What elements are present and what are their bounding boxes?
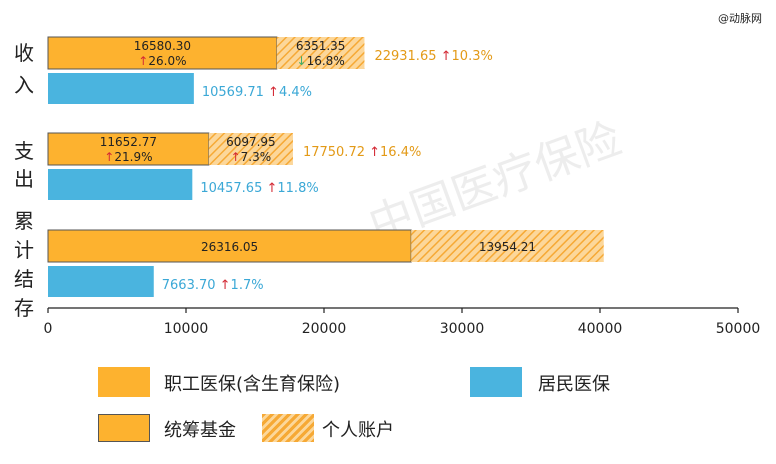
data-label-resident: 10569.71 ↑4.4% — [202, 85, 312, 100]
growth-label-personal: ↓16.8% — [297, 54, 345, 68]
legend-swatch-personal — [262, 414, 314, 442]
category-label-char: 存 — [14, 296, 34, 320]
category-label-char: 出 — [14, 167, 34, 191]
category-label-char: 累 — [14, 209, 34, 233]
category-label-char: 支 — [14, 139, 34, 163]
data-label-personal: 13954.21 — [479, 240, 536, 254]
category-label-char: 入 — [14, 73, 34, 97]
bars-layer: 16580.30↑26.0% 6351.35↓16.8% 22931.65 ↑10.… — [47, 36, 604, 297]
data-label-resident: 10457.65 ↑11.8% — [200, 181, 318, 196]
legend-swatch-employee — [98, 367, 150, 397]
bar-personal-account — [208, 133, 293, 165]
legend-label-employee: 职工医保(含生育保险) — [164, 374, 341, 395]
bar-resident — [48, 73, 194, 104]
data-label-pooled: 16580.30 — [134, 39, 191, 53]
x-tick-label: 30000 — [440, 321, 485, 337]
legend-swatch-pooled — [98, 414, 150, 442]
bar-pooled-fund — [47, 229, 412, 263]
source-mark: @动脉网 — [718, 12, 762, 25]
bar-pooled-fund — [47, 36, 278, 70]
data-label-pooled: 26316.05 — [201, 240, 258, 254]
x-axis: 0 10000 20000 30000 40000 50000 — [44, 307, 761, 337]
bar-personal-account — [276, 37, 365, 69]
legend-label-pooled: 统筹基金 — [164, 420, 236, 441]
data-label-employee-total: 22931.65 ↑10.3% — [374, 49, 492, 64]
legend-swatch-resident — [470, 367, 522, 397]
data-label-resident: 7663.70 ↑1.7% — [162, 278, 264, 293]
x-tick-label: 50000 — [716, 321, 761, 337]
data-label-pooled: 11652.77 — [100, 135, 157, 149]
bar-personal-account — [411, 230, 604, 262]
x-tick-label: 10000 — [164, 321, 209, 337]
x-tick-label: 0 — [44, 321, 53, 337]
bar-pooled-fund — [47, 132, 210, 166]
x-tick-label: 40000 — [578, 321, 623, 337]
bar-resident — [48, 169, 193, 200]
growth-label-pooled: ↑26.0% — [138, 54, 186, 68]
growth-label-pooled: ↑21.9% — [104, 150, 152, 164]
growth-label-personal: ↑7.3% — [231, 150, 272, 164]
data-label-personal: 6097.95 — [226, 135, 276, 149]
legend-label-personal: 个人账户 — [322, 420, 394, 441]
legend-label-resident: 居民医保 — [538, 374, 610, 395]
category-label-char: 收 — [14, 41, 34, 65]
category-label-char: 结 — [14, 267, 34, 291]
category-label-char: 计 — [14, 238, 34, 262]
data-label-personal: 6351.35 — [296, 39, 346, 53]
bar-resident — [48, 266, 154, 297]
x-tick-label: 20000 — [302, 321, 347, 337]
data-label-employee-total: 17750.72 ↑16.4% — [303, 145, 421, 160]
